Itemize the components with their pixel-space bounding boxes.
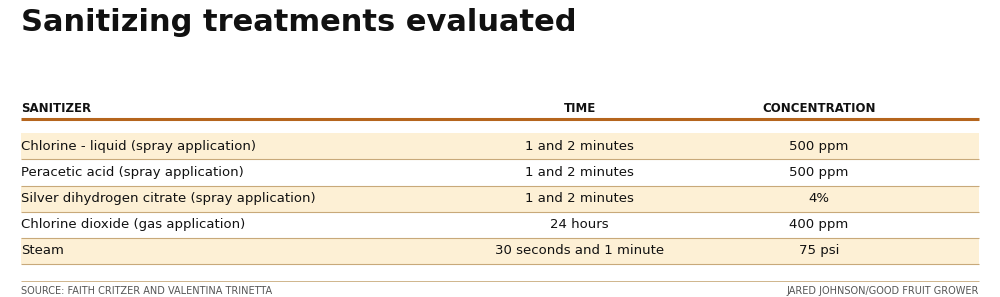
Text: Chlorine - liquid (spray application): Chlorine - liquid (spray application)	[21, 140, 256, 153]
Text: Silver dihydrogen citrate (spray application): Silver dihydrogen citrate (spray applica…	[21, 192, 316, 205]
Text: JARED JOHNSON/GOOD FRUIT GROWER: JARED JOHNSON/GOOD FRUIT GROWER	[786, 286, 979, 296]
Text: 4%: 4%	[809, 192, 830, 205]
Text: Sanitizing treatments evaluated: Sanitizing treatments evaluated	[21, 8, 577, 37]
Text: 500 ppm: 500 ppm	[789, 140, 849, 153]
Text: TIME: TIME	[564, 102, 596, 115]
Text: SANITIZER: SANITIZER	[21, 102, 91, 115]
Text: Steam: Steam	[21, 244, 64, 257]
FancyBboxPatch shape	[21, 133, 979, 159]
Text: 24 hours: 24 hours	[550, 218, 609, 231]
Text: CONCENTRATION: CONCENTRATION	[762, 102, 876, 115]
Text: 1 and 2 minutes: 1 and 2 minutes	[525, 140, 634, 153]
Text: 30 seconds and 1 minute: 30 seconds and 1 minute	[495, 244, 664, 257]
Text: Chlorine dioxide (gas application): Chlorine dioxide (gas application)	[21, 218, 246, 231]
Text: 1 and 2 minutes: 1 and 2 minutes	[525, 166, 634, 179]
Text: 500 ppm: 500 ppm	[789, 166, 849, 179]
Text: 400 ppm: 400 ppm	[789, 218, 849, 231]
Text: 75 psi: 75 psi	[799, 244, 839, 257]
Text: 1 and 2 minutes: 1 and 2 minutes	[525, 192, 634, 205]
FancyBboxPatch shape	[21, 238, 979, 264]
FancyBboxPatch shape	[21, 186, 979, 212]
Text: Peracetic acid (spray application): Peracetic acid (spray application)	[21, 166, 244, 179]
Text: SOURCE: FAITH CRITZER AND VALENTINA TRINETTA: SOURCE: FAITH CRITZER AND VALENTINA TRIN…	[21, 286, 272, 296]
